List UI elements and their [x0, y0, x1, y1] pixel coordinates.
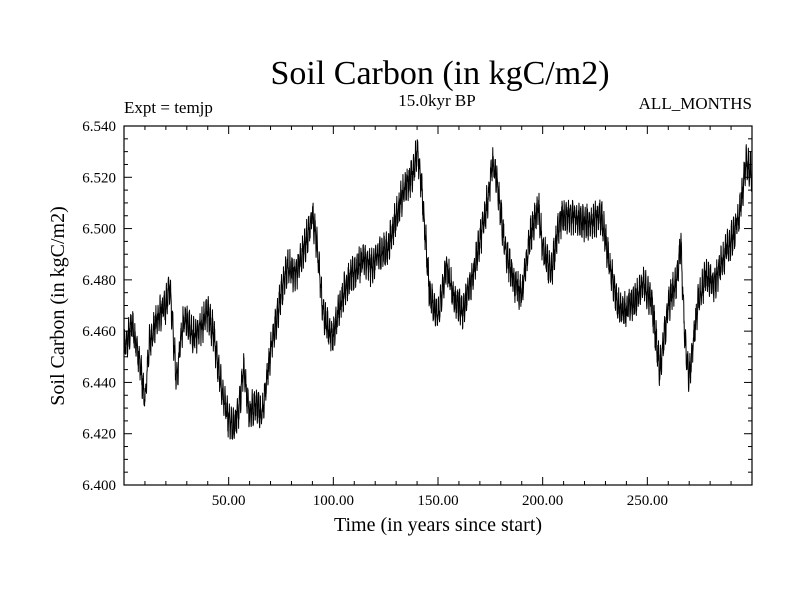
y-tick-label: 6.480: [82, 273, 116, 289]
y-tick-label: 6.420: [82, 427, 116, 443]
plot-frame: [123, 125, 753, 486]
y-tick-label: 6.520: [82, 170, 116, 186]
experiment-label: Expt = temjp: [124, 98, 213, 117]
chart-title: Soil Carbon (in kgC/m2): [270, 55, 609, 92]
season-label: ALL_MONTHS: [639, 94, 752, 113]
x-tick-label: 250.00: [627, 493, 668, 509]
chart-subtitle: 15.0kyr BP: [398, 91, 475, 110]
axis-tick-labels: 50.00 100.00 150.00 200.00 250.00 6.400 6.420 6…: [82, 119, 668, 509]
y-tick-label: 6.460: [82, 324, 116, 340]
y-tick-label: 6.440: [82, 375, 116, 391]
x-tick-label: 200.00: [522, 493, 563, 509]
y-tick-label: 6.500: [82, 222, 116, 238]
x-tick-label: 150.00: [417, 493, 458, 509]
x-tick-label: 50.00: [212, 493, 246, 509]
x-axis-label: Time (in years since start): [334, 514, 542, 536]
y-tick-label: 6.540: [82, 119, 116, 135]
series-line-soil-carbon: [123, 139, 753, 440]
y-axis-label: Soil Carbon (in kgC/m2): [47, 206, 69, 405]
y-tick-label: 6.400: [82, 478, 116, 494]
x-tick-label: 100.00: [313, 493, 354, 509]
axis-ticks: [124, 125, 752, 486]
